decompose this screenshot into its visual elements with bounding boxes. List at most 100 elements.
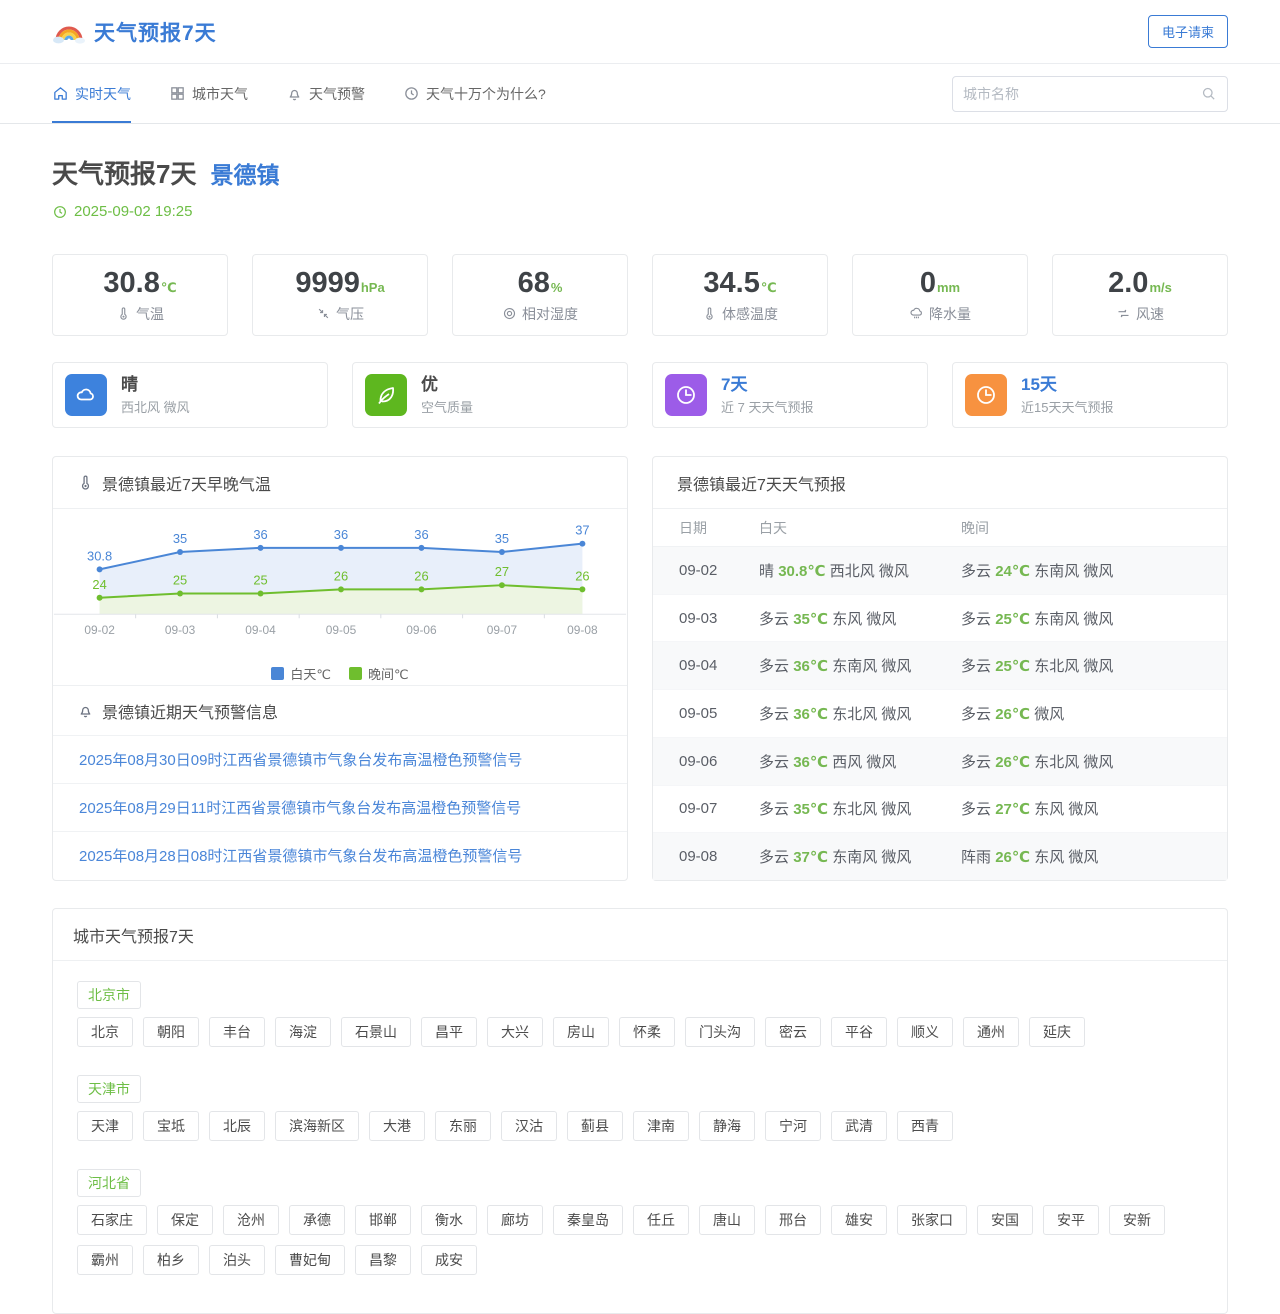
stat-unit: m/s: [1149, 279, 1172, 295]
invite-button[interactable]: 电子请柬: [1147, 15, 1228, 48]
quick-card[interactable]: 7天 近 7 天天气预报: [652, 362, 928, 428]
stat-unit: hPa: [360, 279, 385, 295]
city-tag[interactable]: 大港: [369, 1111, 425, 1141]
weather-alert-link[interactable]: 2025年08月28日08时江西省景德镇市气象台发布高温橙色预警信号: [53, 831, 627, 879]
forecast-night: 多云 26℃ 东北风 微风: [961, 753, 1114, 771]
city-tag[interactable]: 西青: [897, 1111, 953, 1141]
city-tag[interactable]: 密云: [765, 1017, 821, 1047]
svg-text:35: 35: [173, 531, 187, 546]
city-tag-list: 石家庄 保定 沧州 承德 邯郸 衡水 廊坊 秦皇岛 任丘 唐山 邢台 雄安 张家口 安国 安平 安新霸州 柏乡泊…: [77, 1205, 1203, 1275]
bell-icon: [286, 85, 303, 102]
weather-alert-link[interactable]: 2025年08月29日11时江西省景德镇市气象台发布高温橙色预警信号: [53, 783, 627, 831]
city-tag[interactable]: 成安: [421, 1245, 477, 1275]
city-tag[interactable]: 承德: [289, 1205, 345, 1235]
city-tag[interactable]: 东丽: [435, 1111, 491, 1141]
city-tag[interactable]: 石家庄: [77, 1205, 147, 1235]
city-tag[interactable]: 津南: [633, 1111, 689, 1141]
legend-item[interactable]: 晚间℃: [349, 664, 409, 683]
stat-value: 34.5: [703, 266, 760, 299]
quick-card[interactable]: 优 空气质量: [352, 362, 628, 428]
cloud-icon: [65, 374, 107, 416]
city-tag[interactable]: 蓟县: [567, 1111, 623, 1141]
nav-item-home[interactable]: 实时天气: [52, 64, 131, 123]
province-tag[interactable]: 河北省: [77, 1169, 141, 1197]
city-tag[interactable]: 邢台: [765, 1205, 821, 1235]
city-tag[interactable]: 海淀: [275, 1017, 331, 1047]
city-tag[interactable]: 顺义: [897, 1017, 953, 1047]
svg-text:37: 37: [575, 523, 589, 538]
city-tag[interactable]: 丰台: [209, 1017, 265, 1047]
city-tag[interactable]: 廊坊: [487, 1205, 543, 1235]
wind-icon: [1116, 306, 1131, 321]
city-tag[interactable]: 邯郸: [355, 1205, 411, 1235]
city-tag[interactable]: 曹妃甸: [275, 1245, 345, 1275]
city-tag[interactable]: 通州: [963, 1017, 1019, 1047]
city-tag[interactable]: 延庆: [1029, 1017, 1085, 1047]
city-tag[interactable]: 平谷: [831, 1017, 887, 1047]
svg-text:09-08: 09-08: [567, 623, 598, 637]
city-tag[interactable]: 怀柔: [619, 1017, 675, 1047]
weather-alert-link[interactable]: 2025年08月30日09时江西省景德镇市气象台发布高温橙色预警信号: [53, 735, 627, 783]
nav-item-grid[interactable]: 城市天气: [169, 64, 248, 123]
city-tag[interactable]: 任丘: [633, 1205, 689, 1235]
city-tag[interactable]: 唐山: [699, 1205, 755, 1235]
svg-text:36: 36: [414, 527, 428, 542]
city-tag[interactable]: 静海: [699, 1111, 755, 1141]
city-tag[interactable]: 天津: [77, 1111, 133, 1141]
city-tag[interactable]: 安国: [977, 1205, 1033, 1235]
quick-card[interactable]: 晴 西北风 微风: [52, 362, 328, 428]
site-header: 天气预报7天 电子请柬: [0, 0, 1280, 64]
city-tag[interactable]: 张家口: [897, 1205, 967, 1235]
nav-item-clock[interactable]: 天气十万个为什么?: [403, 64, 546, 123]
alert-list: 2025年08月30日09时江西省景德镇市气象台发布高温橙色预警信号 2025年0…: [53, 735, 627, 879]
city-tag[interactable]: 汉沽: [501, 1111, 557, 1141]
forecast-night: 多云 26℃ 微风: [961, 706, 1065, 724]
city-tag[interactable]: 衡水: [421, 1205, 477, 1235]
city-tag[interactable]: 门头沟: [685, 1017, 755, 1047]
svg-text:24: 24: [92, 577, 106, 592]
city-tag[interactable]: 沧州: [223, 1205, 279, 1235]
thermometer-icon: [702, 306, 717, 321]
quick-card[interactable]: 15天 近15天天气预报: [952, 362, 1228, 428]
city-tag[interactable]: 北京: [77, 1017, 133, 1047]
city-tag[interactable]: 昌黎: [355, 1245, 411, 1275]
stat-label: 气压: [336, 305, 364, 322]
page-city: 景德镇: [210, 162, 280, 188]
forecast-row: 09-06 多云 36℃ 西风 微风 多云 26℃ 东北风 微风: [653, 737, 1227, 786]
city-tag[interactable]: 朝阳: [143, 1017, 199, 1047]
quick-cards-row: 晴 西北风 微风 优 空气质量 7天 近 7 天天气预报 15天 近15天天气预…: [52, 362, 1228, 428]
search-input[interactable]: [963, 85, 1200, 102]
city-tag[interactable]: 安新: [1109, 1205, 1165, 1235]
forecast-night: 多云 25℃ 东南风 微风: [961, 610, 1114, 628]
city-tag[interactable]: 房山: [553, 1017, 609, 1047]
city-tag[interactable]: 昌平: [421, 1017, 477, 1047]
city-tag[interactable]: 保定: [157, 1205, 213, 1235]
legend-item[interactable]: 白天℃: [271, 664, 331, 683]
province-tag[interactable]: 北京市: [77, 981, 141, 1009]
stat-label: 气温: [136, 305, 164, 322]
forecast-day: 多云 36℃ 东南风 微风: [759, 658, 912, 676]
forecast-row: 09-04 多云 36℃ 东南风 微风 多云 25℃ 东北风 微风: [653, 642, 1227, 691]
forecast-night: 多云 27℃ 东风 微风: [961, 801, 1099, 819]
site-logo[interactable]: 天气预报7天: [52, 17, 217, 47]
city-tag[interactable]: 霸州: [77, 1245, 133, 1275]
city-tag[interactable]: 宝坻: [143, 1111, 199, 1141]
nav-item-bell[interactable]: 天气预警: [286, 64, 365, 123]
svg-text:09-02: 09-02: [84, 623, 115, 637]
city-tag[interactable]: 雄安: [831, 1205, 887, 1235]
city-tag[interactable]: 石景山: [341, 1017, 411, 1047]
city-tag[interactable]: 秦皇岛: [553, 1205, 623, 1235]
city-tag[interactable]: 武清: [831, 1111, 887, 1141]
city-tag[interactable]: 泊头: [209, 1245, 265, 1275]
city-tag[interactable]: 柏乡: [143, 1245, 199, 1275]
stat-label: 降水量: [929, 305, 971, 322]
city-tag[interactable]: 北辰: [209, 1111, 265, 1141]
city-tag[interactable]: 宁河: [765, 1111, 821, 1141]
svg-text:26: 26: [414, 568, 428, 583]
city-tag[interactable]: 大兴: [487, 1017, 543, 1047]
temperature-chart: 30.8 35 36 36 36 35 37 24 25 25 26 26 27 26 09-02 09-03…: [53, 509, 627, 661]
city-tag[interactable]: 滨海新区: [275, 1111, 359, 1141]
city-tag[interactable]: 安平: [1043, 1205, 1099, 1235]
province-tag[interactable]: 天津市: [77, 1075, 141, 1103]
search-icon[interactable]: [1200, 85, 1217, 102]
